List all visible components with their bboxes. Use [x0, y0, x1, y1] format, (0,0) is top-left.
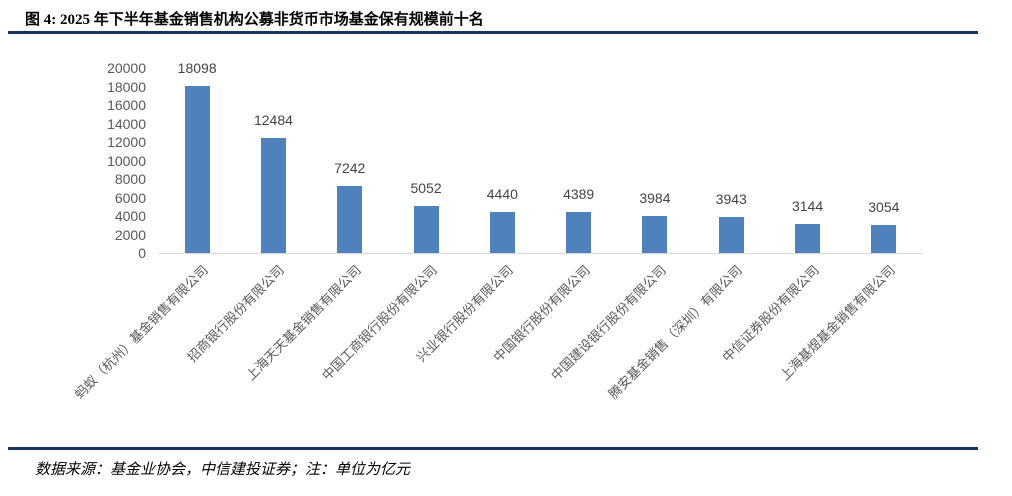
footer-divider — [8, 447, 978, 450]
bar-value-label: 4389 — [563, 186, 595, 203]
bar-value-label: 12484 — [253, 111, 293, 128]
y-axis-label: 4000 — [114, 208, 146, 224]
source-note: 数据来源：基金业协会，中信建投证券；注：单位为亿元 — [35, 462, 411, 478]
y-axis-label: 0 — [138, 245, 146, 261]
bar — [642, 216, 668, 253]
bar-value-label: 3144 — [791, 197, 824, 214]
x-axis-line — [159, 253, 922, 254]
bar-value-label: 18098 — [177, 59, 217, 76]
bar-value-label: 5052 — [410, 180, 442, 197]
y-axis-label: 10000 — [107, 152, 146, 169]
bar — [184, 85, 210, 253]
bar-value-label: 4440 — [486, 185, 518, 202]
y-axis-label: 2000 — [114, 226, 146, 243]
bar — [795, 223, 821, 253]
y-axis-label: 14000 — [107, 115, 146, 132]
y-axis-label: 8000 — [114, 171, 146, 187]
bar — [260, 137, 286, 253]
bar-value-label: 3984 — [639, 190, 671, 207]
bar — [871, 224, 897, 253]
x-axis-label: 腾安基金销售（深圳）有限公司 — [605, 262, 746, 402]
bar-value-label: 7242 — [334, 160, 366, 176]
figure-title: 图 4: 2025 年下半年基金销售机构公募非货币市场基金保有规模前十名 — [25, 12, 484, 28]
y-axis-label: 16000 — [107, 97, 146, 113]
bar — [413, 206, 439, 253]
y-axis-label: 18000 — [107, 78, 146, 95]
bar-value-label: 3943 — [715, 190, 747, 207]
y-axis-label: 12000 — [107, 134, 146, 150]
x-axis-label: 蚂蚁（杭州）基金销售有限公司 — [71, 262, 212, 402]
y-axis-label: 20000 — [107, 60, 146, 76]
title-divider — [8, 31, 978, 34]
bar-value-label: 3054 — [868, 198, 900, 215]
bar — [566, 212, 592, 253]
bar — [718, 216, 744, 253]
bar — [337, 186, 363, 253]
bar — [489, 211, 515, 253]
y-axis-label: 6000 — [114, 189, 146, 206]
